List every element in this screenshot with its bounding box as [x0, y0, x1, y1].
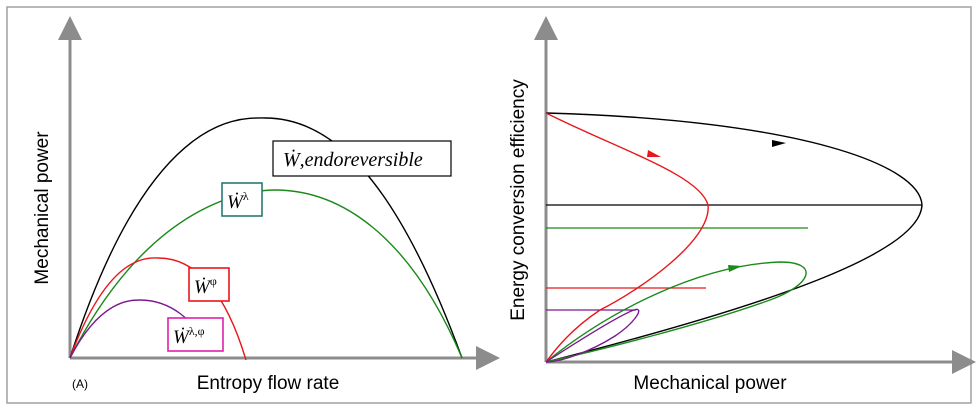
loop-lambda-phi [545, 308, 640, 363]
loop-endoreversible [545, 112, 923, 363]
label-lambda-phi-super: λ,φ [189, 324, 205, 338]
arrow-endoreversible [772, 140, 786, 147]
svg-text:Ẇλ: Ẇλ [227, 189, 249, 213]
label-lambda-phi: Ẇλ,φ [167, 317, 224, 352]
label-lambda-super: λ [243, 189, 249, 203]
curve-endoreversible [69, 117, 463, 359]
label-lambda-symbol: Ẇ [227, 191, 245, 213]
label-phi-super: φ [210, 274, 217, 288]
svg-text:Ẇφ: Ẇφ [194, 274, 217, 298]
panel-label: (A) [72, 377, 88, 391]
svg-text:Ẇλ,φ: Ẇλ,φ [173, 324, 205, 348]
left-panel: Ẇ,endoreversible Ẇλ Ẇφ Ẇλ,φ Mechanical p… [32, 15, 500, 394]
label-phi-symbol: Ẇ [194, 276, 212, 298]
label-phi: Ẇφ [188, 267, 230, 302]
svg-text:Ẇ,endoreversible: Ẇ,endoreversible [283, 148, 423, 171]
right-y-axis-label: Energy conversion efficiency [508, 79, 529, 321]
right-panel: Energy conversion efficiency Mechanical … [508, 15, 976, 394]
label-lambda-phi-symbol: Ẇ [173, 326, 191, 348]
curve-lambda [69, 189, 463, 359]
label-lambda: Ẇλ [221, 182, 263, 217]
left-x-axis-label: Entropy flow rate [197, 373, 340, 394]
label-endoreversible: Ẇ,endoreversible [272, 140, 452, 177]
figure-border [6, 6, 972, 404]
left-y-axis-label: Mechanical power [32, 131, 53, 285]
loop-phi [545, 112, 709, 363]
label-endoreversible-text: ,endoreversible [300, 149, 423, 171]
loop-lambda [545, 261, 807, 363]
arrow-phi [647, 150, 661, 157]
curve-phi [69, 257, 247, 361]
arrow-lambda [728, 265, 742, 272]
label-endoreversible-symbol: Ẇ [283, 148, 302, 171]
right-x-axis-label: Mechanical power [633, 373, 787, 394]
